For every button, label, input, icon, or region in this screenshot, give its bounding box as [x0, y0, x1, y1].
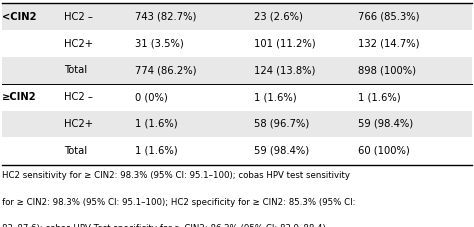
Text: 774 (86.2%): 774 (86.2%) — [135, 65, 197, 75]
Text: 1 (1.6%): 1 (1.6%) — [135, 119, 178, 129]
Text: 31 (3.5%): 31 (3.5%) — [135, 39, 184, 49]
Text: 1 (1.6%): 1 (1.6%) — [254, 92, 296, 102]
Text: 23 (2.6%): 23 (2.6%) — [254, 12, 302, 22]
Text: 60 (100%): 60 (100%) — [358, 146, 410, 156]
Text: 1 (1.6%): 1 (1.6%) — [358, 92, 401, 102]
Text: 1 (1.6%): 1 (1.6%) — [135, 146, 178, 156]
Text: 59 (98.4%): 59 (98.4%) — [254, 146, 309, 156]
Bar — [2, 3, 472, 30]
Text: 132 (14.7%): 132 (14.7%) — [358, 39, 419, 49]
Text: 83–87.6); cobas HPV Test specificity for ≥ CIN2: 86.2% (95% CI: 83.9–88.4).: 83–87.6); cobas HPV Test specificity for… — [2, 224, 329, 227]
Text: 766 (85.3%): 766 (85.3%) — [358, 12, 419, 22]
Text: 101 (11.2%): 101 (11.2%) — [254, 39, 315, 49]
Text: for ≥ CIN2: 98.3% (95% CI: 95.1–100); HC2 specificity for ≥ CIN2: 85.3% (95% CI:: for ≥ CIN2: 98.3% (95% CI: 95.1–100); HC… — [2, 198, 356, 207]
Text: HC2 –: HC2 – — [64, 92, 93, 102]
Text: <CIN2: <CIN2 — [2, 12, 37, 22]
Text: 124 (13.8%): 124 (13.8%) — [254, 65, 315, 75]
Text: HC2+: HC2+ — [64, 119, 93, 129]
Text: HC2 –: HC2 – — [64, 12, 93, 22]
Text: 59 (98.4%): 59 (98.4%) — [358, 119, 413, 129]
Text: 898 (100%): 898 (100%) — [358, 65, 416, 75]
Text: Total: Total — [64, 146, 87, 156]
Text: HC2 sensitivity for ≥ CIN2: 98.3% (95% CI: 95.1–100); cobas HPV test sensitivity: HC2 sensitivity for ≥ CIN2: 98.3% (95% C… — [2, 171, 350, 180]
Bar — [2, 57, 472, 84]
Bar — [2, 111, 472, 137]
Text: Total: Total — [64, 65, 87, 75]
Text: 0 (0%): 0 (0%) — [135, 92, 168, 102]
Text: ≥CIN2: ≥CIN2 — [2, 92, 37, 102]
Text: 743 (82.7%): 743 (82.7%) — [135, 12, 196, 22]
Text: HC2+: HC2+ — [64, 39, 93, 49]
Text: 58 (96.7%): 58 (96.7%) — [254, 119, 309, 129]
